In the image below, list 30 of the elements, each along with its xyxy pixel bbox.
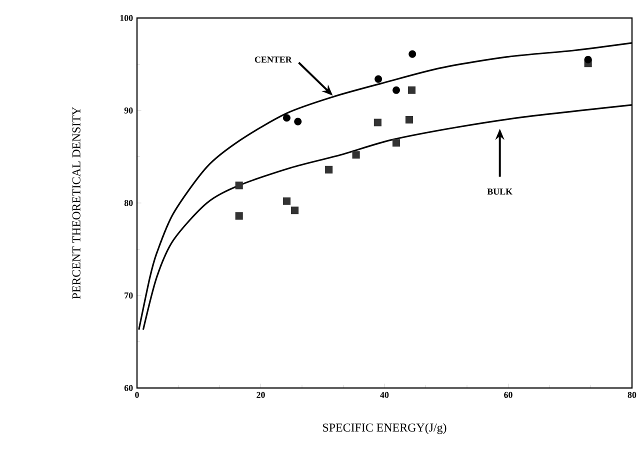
point xyxy=(352,151,360,159)
x-tick-label: 80 xyxy=(628,392,636,398)
y-axis-title: PERCENT THEORETICAL DENSITY xyxy=(72,107,80,299)
x-tick-label: 20 xyxy=(256,392,265,398)
point xyxy=(291,206,299,214)
point xyxy=(325,166,333,174)
x-axis-title: SPECIFIC ENERGY(J/g) xyxy=(323,423,446,434)
point xyxy=(392,86,400,94)
x-tick-label: 0 xyxy=(135,392,139,398)
point xyxy=(294,118,302,126)
point xyxy=(392,139,400,147)
point xyxy=(405,116,414,124)
point xyxy=(235,212,243,220)
point xyxy=(584,56,592,64)
y-tick-label: 80 xyxy=(124,200,133,206)
point xyxy=(408,86,416,94)
point xyxy=(408,50,416,58)
point xyxy=(374,75,382,83)
point xyxy=(374,118,382,126)
point xyxy=(282,197,291,205)
point xyxy=(282,114,291,122)
y-tick-label: 60 xyxy=(124,384,133,392)
y-tick-label: 100 xyxy=(120,14,133,22)
x-tick-label: 40 xyxy=(380,392,389,398)
annotation: BULK xyxy=(487,188,512,195)
point xyxy=(235,182,243,190)
x-tick-label: 60 xyxy=(504,392,512,398)
y-tick-label: 90 xyxy=(124,107,133,114)
annotation: CENTER xyxy=(254,56,292,63)
y-tick-label: 70 xyxy=(124,292,133,299)
